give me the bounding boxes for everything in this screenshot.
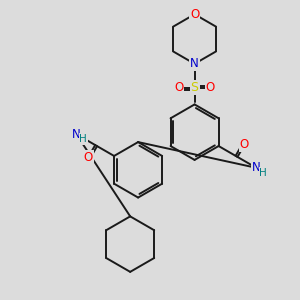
Text: N: N (72, 128, 81, 141)
Text: N: N (190, 57, 199, 70)
Text: H: H (260, 168, 267, 178)
Text: H: H (80, 134, 87, 144)
Text: O: O (206, 81, 215, 94)
Text: N: N (252, 161, 261, 174)
Text: O: O (174, 81, 183, 94)
Text: O: O (240, 138, 249, 152)
Text: S: S (190, 81, 199, 94)
Text: O: O (84, 151, 93, 164)
Text: O: O (190, 8, 199, 21)
